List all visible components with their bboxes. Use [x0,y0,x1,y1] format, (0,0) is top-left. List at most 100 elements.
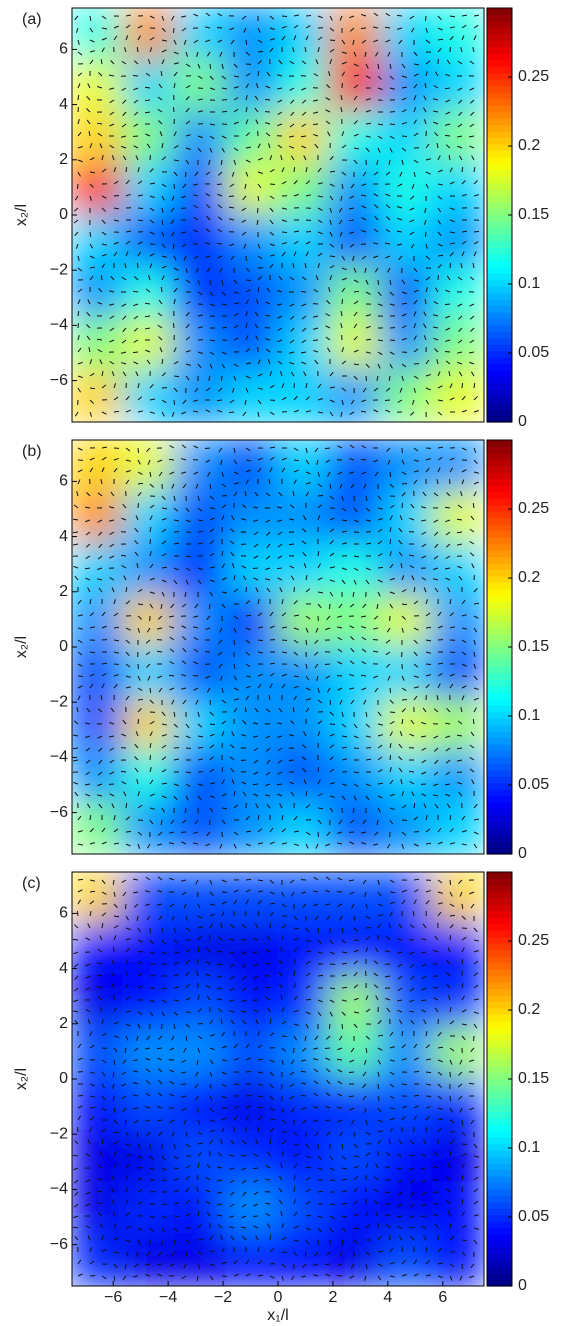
arrow [352,591,355,597]
arrow [376,375,379,381]
arrow [433,949,439,953]
arrow [338,219,343,225]
arrow [253,1191,259,1196]
arrow [281,1119,287,1124]
arrow [218,663,223,669]
arrow [173,507,179,512]
arrow [137,791,140,797]
arrow [267,143,271,149]
arrow [341,1178,348,1181]
arrow [157,1057,163,1061]
heat-cell [72,697,125,752]
arrow [97,708,103,713]
colorbar-step [487,1214,512,1222]
arrow [173,131,177,137]
arrow [173,567,179,571]
arrow [469,60,475,65]
arrow [124,1263,127,1270]
arrow [73,720,79,725]
arrow [329,243,335,248]
arrow [101,1107,107,1111]
arrow [469,528,475,533]
arrow [253,531,259,536]
arrow [449,231,456,234]
arrow [183,903,187,909]
heat-cell [380,110,434,165]
arrow [353,971,358,977]
arrow [245,878,252,881]
colorbar-step [487,1221,512,1229]
arrow [185,1175,190,1181]
arrow [229,1203,235,1208]
arrow [325,459,331,463]
arrow [228,938,235,941]
arrow [461,815,466,821]
arrow [85,771,91,776]
arrow [437,169,443,173]
arrow [113,241,119,245]
arrow [252,951,259,954]
arrow [470,515,475,521]
arrow [461,193,467,197]
arrow [269,384,275,389]
arrow [181,243,187,248]
arrow [265,783,271,787]
arrow [257,626,264,629]
colorbar-step [487,105,512,113]
arrow [97,519,103,523]
colorbar-step [487,202,512,210]
arrow [132,891,139,894]
arrow [73,207,79,212]
arrow [156,1047,163,1050]
arrow [113,903,118,908]
colorbar-step [487,1247,512,1255]
colorbar-step [487,782,512,790]
arrow [413,1043,418,1049]
arrow [353,555,360,558]
arrow [353,1213,359,1217]
arrow [421,951,427,954]
arrow [353,771,360,774]
arrow [413,663,419,668]
arrow [389,793,395,797]
arrow [445,73,451,77]
arrow [221,603,226,609]
heat-cell [328,214,382,268]
arrow [412,1126,415,1133]
arrow [389,577,395,581]
heat-cell [72,317,125,372]
arrow [437,264,442,269]
arrow [89,171,96,174]
arrow [77,675,84,678]
arrow [433,555,439,560]
arrow [233,687,239,691]
colorbar-step [487,344,512,352]
arrow [305,482,311,485]
arrow [73,1010,79,1013]
arrow [341,1167,348,1170]
colorbar-step [487,253,512,261]
arrow [338,603,343,609]
arrow [185,927,191,932]
arrow [173,360,179,365]
arrow [301,361,307,365]
arrow [255,803,259,809]
arrow [269,879,274,884]
arrow [209,363,213,369]
arrow [73,759,79,762]
arrow [101,1095,106,1101]
arrow [421,747,427,751]
arrow [77,1043,82,1049]
arrow [317,1011,322,1017]
arrow [72,938,79,941]
heat-cell [122,265,176,320]
arrow [458,371,463,377]
arrow [461,651,467,656]
arrow [244,399,247,405]
arrow [341,144,347,149]
arrow [133,1119,139,1124]
arrow [77,288,83,293]
arrow [456,518,463,521]
arrow [113,194,120,197]
arrow [350,183,355,189]
